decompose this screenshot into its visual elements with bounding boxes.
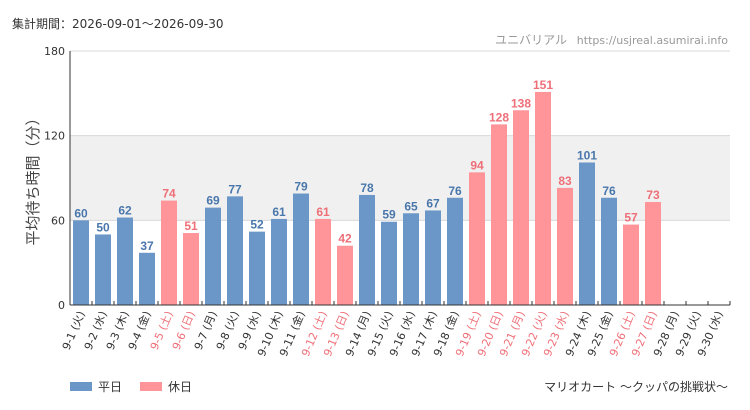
axes (69, 51, 730, 306)
bar (249, 231, 265, 305)
bar-value-label: 77 (228, 182, 242, 196)
shaded-band (70, 135, 730, 221)
bar-value-label: 78 (360, 181, 374, 195)
bar-value-label: 42 (338, 232, 352, 246)
bar-value-label: 83 (558, 174, 572, 188)
legend-swatch-weekday (70, 382, 92, 391)
bar-value-label: 62 (118, 204, 132, 218)
bar-value-label: 37 (140, 239, 154, 253)
bar (381, 221, 397, 305)
legend-label-weekday: 平日 (98, 380, 123, 394)
bar-value-label: 65 (404, 199, 418, 213)
bar-value-label: 76 (602, 184, 616, 198)
bar (469, 172, 485, 305)
bar (425, 210, 441, 305)
x-tick-labels: 9-1 (火)9-2 (水)9-3 (木)9-4 (金)9-5 (土)9-6 (… (60, 309, 726, 359)
bar (139, 252, 155, 305)
bar-value-label: 94 (470, 158, 484, 172)
bar (491, 124, 507, 305)
bar-value-label: 76 (448, 184, 462, 198)
legend-swatch-holiday (140, 382, 163, 391)
bar-value-label: 50 (96, 220, 110, 234)
y-tick-label: 0 (58, 299, 65, 312)
bar (73, 220, 89, 305)
bar (447, 197, 463, 305)
legend-item-holiday[interactable]: 休日 (140, 378, 192, 395)
bar (293, 193, 309, 305)
bar (601, 197, 617, 305)
bar-value-label: 69 (206, 194, 220, 208)
bar-value-label: 151 (533, 78, 553, 92)
bar (161, 200, 177, 305)
bar-value-label: 60 (74, 206, 88, 220)
bar-value-label: 61 (316, 205, 330, 219)
bar (579, 162, 595, 305)
period-label: 集計期間：2026-09-01～2026-09-30 (12, 17, 224, 31)
site-name: ユニバリアル (495, 33, 567, 47)
bar (315, 218, 331, 305)
gridlines (70, 50, 731, 305)
data-labels: 60 50 62 37 74 51 69 77 52 61 79 61 42 78 59 65 67 76 94 12… (74, 78, 660, 253)
bar-value-label: 101 (577, 148, 597, 162)
y-tick-label: 180 (44, 45, 65, 58)
site-credit: ユニバリアル https://usjreal.asumirai.info (495, 31, 728, 48)
site-url[interactable]: https://usjreal.asumirai.info (576, 34, 728, 47)
bar (645, 201, 661, 305)
bar-value-label: 59 (382, 208, 396, 222)
y-tick-label: 60 (51, 214, 65, 227)
bars (73, 91, 661, 306)
bar-value-label: 128 (489, 110, 509, 124)
bar-value-label: 57 (624, 211, 638, 225)
bar (359, 194, 375, 305)
bar (95, 234, 111, 305)
y-tick-labels: 0 60 120 180 (44, 45, 65, 312)
bar-value-label: 67 (426, 196, 440, 210)
y-axis-label: 平均待ち時間（分） (24, 110, 42, 245)
bar (227, 196, 243, 305)
bar (337, 245, 353, 305)
bar-value-label: 138 (511, 96, 531, 110)
attraction-name: マリオカート ～クッパの挑戦状～ (544, 380, 728, 394)
bar (183, 233, 199, 305)
bar-value-label: 79 (294, 180, 308, 194)
bar (623, 224, 639, 305)
bar (205, 207, 221, 305)
bar-value-label: 73 (646, 188, 660, 202)
bar-value-label: 52 (250, 218, 264, 232)
bar (557, 187, 573, 305)
bar (117, 217, 133, 305)
legend-label-holiday: 休日 (168, 380, 193, 394)
bar (403, 213, 419, 305)
legend: 平日 休日 (70, 378, 192, 395)
bar (513, 110, 529, 306)
bar (535, 91, 551, 305)
bar-value-label: 61 (272, 205, 286, 219)
band-rect (70, 135, 730, 221)
bar-value-label: 74 (162, 187, 176, 201)
bar (271, 218, 287, 305)
bar-value-label: 51 (184, 219, 198, 233)
legend-item-weekday[interactable]: 平日 (70, 378, 122, 395)
y-tick-label: 120 (44, 130, 65, 143)
